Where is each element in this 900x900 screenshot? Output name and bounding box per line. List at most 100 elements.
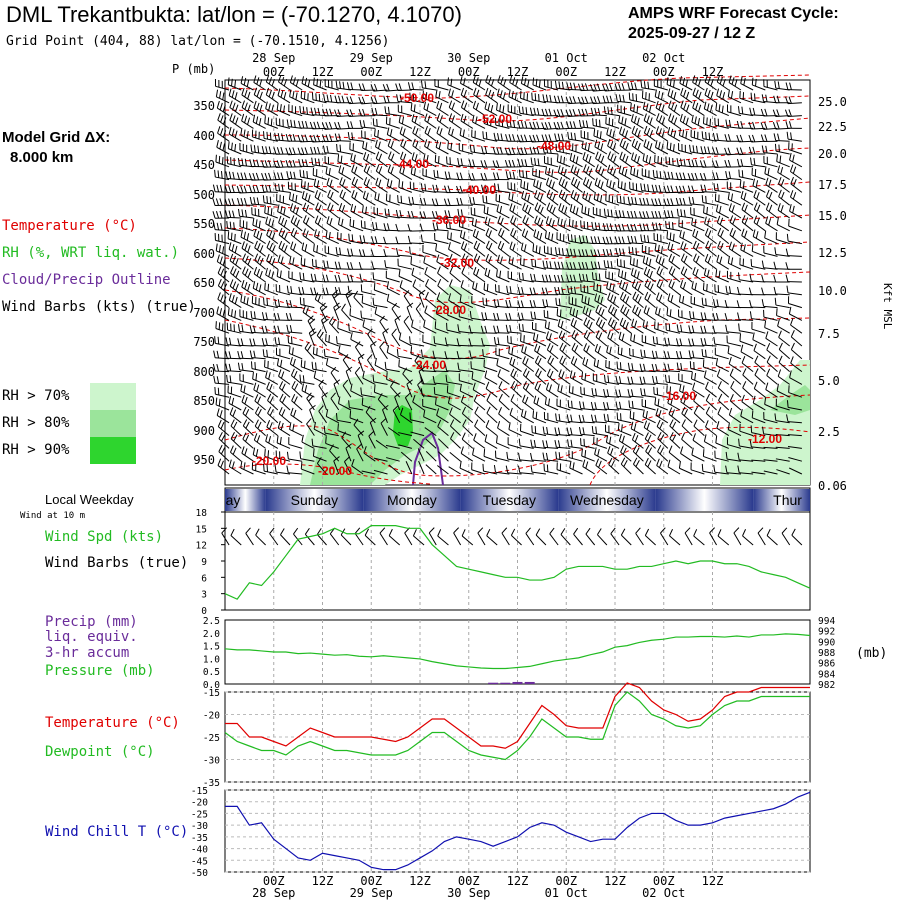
wind-barb-feather <box>691 185 695 193</box>
wind-barb-feather <box>637 296 642 304</box>
wind-barb-staff <box>775 304 790 309</box>
wind-barb-feather <box>612 296 617 304</box>
wind-barb-feather <box>297 147 301 155</box>
wind-barb-feather <box>334 109 338 117</box>
wind-barb-staff <box>252 454 266 462</box>
wind-barb-feather <box>253 100 257 108</box>
wind-barb-feather <box>548 333 552 341</box>
wind-barb-feather <box>435 211 439 219</box>
wind-barb-feather <box>306 170 308 179</box>
wind-barb-feather <box>562 345 567 353</box>
wind-barb-staff <box>642 97 656 104</box>
wind-barb-feather <box>449 279 453 287</box>
wind-barb-staff <box>341 437 352 449</box>
wind-barb-feather <box>527 79 530 87</box>
wind-barb-staff <box>507 277 522 283</box>
wind-barb-feather <box>748 121 752 130</box>
wind-barb-feather <box>713 336 716 345</box>
wind-barb-staff <box>422 405 437 411</box>
wind-barb-feather <box>310 273 314 281</box>
wind-barb-staff <box>714 305 729 309</box>
wind-barb-feather <box>316 121 321 129</box>
wind-barb-feather <box>277 254 281 262</box>
wind-barb-feather <box>288 192 291 200</box>
wind-barb-feather <box>588 321 593 329</box>
wind-barb-staff <box>508 429 522 437</box>
wind-barb-staff <box>635 533 644 546</box>
wind-barb-feather <box>256 159 260 167</box>
wind-barb-staff <box>326 415 339 424</box>
weekday-label: Tuesday <box>483 492 536 508</box>
wind-barb-staff <box>656 285 669 296</box>
wind-barb-staff <box>351 183 364 193</box>
wind-barb-feather <box>301 120 305 129</box>
wind-barb-feather <box>681 432 686 440</box>
wind-barb-feather <box>772 122 777 130</box>
wind-barb-feather <box>285 312 289 321</box>
wind-barb-staff <box>375 158 388 168</box>
wind-barb-feather <box>309 404 316 411</box>
wind-barb-staff <box>763 267 778 270</box>
wind-barb-feather <box>497 133 500 141</box>
wind-barb-staff <box>642 326 656 334</box>
wind-barb-staff <box>263 344 278 347</box>
wind-barb-feather <box>289 255 292 264</box>
wind-barb-feather <box>636 259 638 267</box>
wind-barb-feather <box>597 96 601 104</box>
wind-barb-feather <box>602 84 606 92</box>
wind-barb-feather <box>585 120 589 128</box>
wind-barb-feather <box>522 381 527 389</box>
wind-barb-feather <box>716 421 720 429</box>
wind-barb-feather <box>484 184 488 193</box>
rh80-region <box>310 370 455 485</box>
wind-barb-staff <box>230 451 242 462</box>
wind-barb-feather <box>636 169 639 177</box>
wind-barb-feather <box>561 287 564 295</box>
wind-barb-feather <box>583 317 588 325</box>
wind-barb-feather <box>298 159 301 167</box>
wind-barb-staff <box>424 132 437 142</box>
wind-barb-feather <box>449 419 455 427</box>
wind-barb-staff <box>534 350 547 360</box>
wind-barb-feather <box>757 527 764 534</box>
wind-barb-feather <box>548 398 551 406</box>
wind-barb-feather <box>469 310 472 319</box>
wind-barb-feather <box>542 426 545 434</box>
wind-barb-feather <box>395 83 399 91</box>
wind-barb-feather <box>456 338 460 346</box>
wind-barb-feather <box>544 166 548 174</box>
wind-barb-feather <box>688 338 691 346</box>
wind-barb-staff <box>350 159 364 168</box>
wind-barb-feather <box>603 388 606 397</box>
wind-barb-feather <box>243 462 246 470</box>
wind-barb-staff <box>501 532 510 546</box>
wind-barb-feather <box>255 282 259 291</box>
wind-barb-feather <box>717 240 721 249</box>
wind-barb-feather <box>216 376 220 384</box>
wind-barb-feather <box>609 436 612 444</box>
wind-barb-staff <box>239 380 254 385</box>
wind-barb-staff <box>666 329 681 334</box>
wind-barb-staff <box>438 438 449 449</box>
wind-barb-feather <box>537 383 541 391</box>
wind-barb-feather <box>235 270 240 278</box>
wind-barb-feather <box>663 351 667 359</box>
wind-barb-feather <box>316 78 319 87</box>
wind-barb-feather <box>241 100 246 108</box>
wind-barb-feather <box>316 347 318 356</box>
wind-barb-staff <box>788 149 803 155</box>
wind-barb-staff <box>446 370 461 373</box>
wind-barb-feather <box>622 140 626 148</box>
wind-barb-feather <box>290 407 294 415</box>
wind-barb-feather <box>668 221 671 229</box>
wind-barb-feather <box>304 341 310 349</box>
wind-barb-staff <box>788 456 803 462</box>
wind-barb-feather <box>594 177 598 185</box>
wind-barb-feather <box>761 145 765 153</box>
wind-barb-feather <box>689 144 692 153</box>
wind-barb-staff <box>727 111 742 117</box>
wind-barb-staff <box>546 337 559 347</box>
wind-barb-feather <box>448 126 451 135</box>
wind-barb-feather <box>673 144 675 152</box>
wind-barb-feather <box>317 204 322 212</box>
